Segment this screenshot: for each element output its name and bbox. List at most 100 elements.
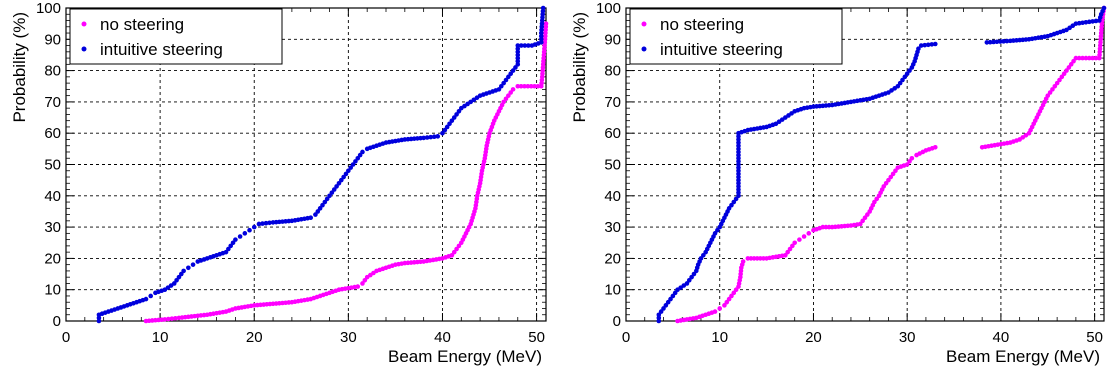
data-point xyxy=(260,221,265,226)
data-point xyxy=(1001,39,1006,44)
y-tick-label: 50 xyxy=(604,157,621,174)
data-point xyxy=(449,252,455,258)
data-point xyxy=(454,246,459,252)
data-point xyxy=(515,43,521,48)
data-point xyxy=(860,218,865,224)
y-tick-label: 20 xyxy=(604,250,621,267)
data-point xyxy=(806,231,812,236)
data-point xyxy=(712,309,718,314)
legend-box xyxy=(629,8,843,65)
data-point xyxy=(1066,65,1072,70)
data-point xyxy=(991,39,996,45)
data-point xyxy=(1076,20,1082,26)
data-point xyxy=(907,159,912,164)
data-point xyxy=(1045,93,1051,98)
data-point xyxy=(171,281,177,286)
data-point xyxy=(731,290,737,296)
data-point xyxy=(670,293,676,299)
data-point xyxy=(343,171,349,177)
data-point xyxy=(729,293,734,299)
data-point xyxy=(925,42,931,48)
data-point xyxy=(315,209,321,214)
series-2 xyxy=(656,5,1107,324)
data-point xyxy=(865,212,870,217)
data-points xyxy=(96,5,549,324)
data-point xyxy=(503,77,509,83)
data-point xyxy=(895,83,901,89)
data-point xyxy=(525,83,531,89)
data-point xyxy=(907,68,912,73)
data-point xyxy=(535,83,541,89)
data-point xyxy=(729,202,734,208)
data-point xyxy=(313,212,318,217)
data-point xyxy=(267,220,272,226)
data-point xyxy=(900,77,905,83)
data-point xyxy=(1076,55,1082,61)
x-tick-label: 30 xyxy=(899,329,916,346)
data-point xyxy=(174,278,179,283)
data-point xyxy=(508,90,514,95)
data-point xyxy=(1064,68,1069,73)
data-point xyxy=(334,184,339,189)
data-point xyxy=(726,296,732,302)
data-point xyxy=(173,315,178,321)
data-point xyxy=(698,256,704,261)
data-point xyxy=(431,134,437,140)
data-point xyxy=(1083,55,1089,61)
data-point xyxy=(881,184,887,189)
legend-label: intuitive steering xyxy=(100,40,223,59)
x-axis-title: Beam Energy (MeV) xyxy=(946,347,1100,366)
data-point xyxy=(251,224,257,230)
data-point xyxy=(226,246,231,252)
data-point xyxy=(733,196,739,202)
data-point xyxy=(722,303,727,308)
data-point xyxy=(176,274,182,280)
data-point xyxy=(148,293,154,299)
data-point xyxy=(1061,71,1067,77)
data-point xyxy=(712,231,718,236)
data-point xyxy=(320,202,325,208)
data-point xyxy=(731,199,737,205)
data-point xyxy=(336,180,342,186)
data-point xyxy=(528,83,534,89)
data-point xyxy=(263,220,269,226)
legend: no steering intuitive steering xyxy=(69,8,283,65)
x-tick-label: 0 xyxy=(62,329,70,346)
y-tick-label: 20 xyxy=(44,250,61,267)
y-tick-label: 80 xyxy=(44,63,61,80)
data-point xyxy=(1080,55,1085,61)
data-point xyxy=(904,71,910,77)
data-point xyxy=(454,112,459,117)
y-tick-label: 50 xyxy=(44,157,61,174)
data-point xyxy=(1054,80,1060,86)
data-point xyxy=(143,296,149,302)
data-point xyxy=(338,177,344,183)
data-point xyxy=(656,312,662,318)
data-point xyxy=(421,135,426,141)
y-tick-label: 70 xyxy=(604,94,621,111)
legend-marker xyxy=(81,46,87,52)
data-point xyxy=(922,42,928,48)
data-point xyxy=(984,40,990,45)
data-point xyxy=(501,99,506,105)
data-point xyxy=(496,87,502,92)
data-point xyxy=(346,168,351,174)
data-point xyxy=(1093,55,1099,61)
legend: no steering intuitive steering xyxy=(629,8,843,65)
data-point xyxy=(686,278,692,283)
data-point xyxy=(324,196,330,202)
data-point xyxy=(783,252,788,258)
legend-label: no steering xyxy=(100,15,184,34)
data-point xyxy=(715,227,720,233)
data-point xyxy=(787,246,793,252)
data-point xyxy=(893,168,898,174)
data-point xyxy=(449,118,455,123)
data-point xyxy=(1090,19,1095,24)
data-point xyxy=(932,41,938,47)
data-point xyxy=(1057,77,1062,83)
x-tick-label: 40 xyxy=(434,329,451,346)
data-point xyxy=(233,237,238,242)
data-point xyxy=(355,155,361,161)
data-point xyxy=(329,190,335,195)
data-point xyxy=(987,39,993,45)
